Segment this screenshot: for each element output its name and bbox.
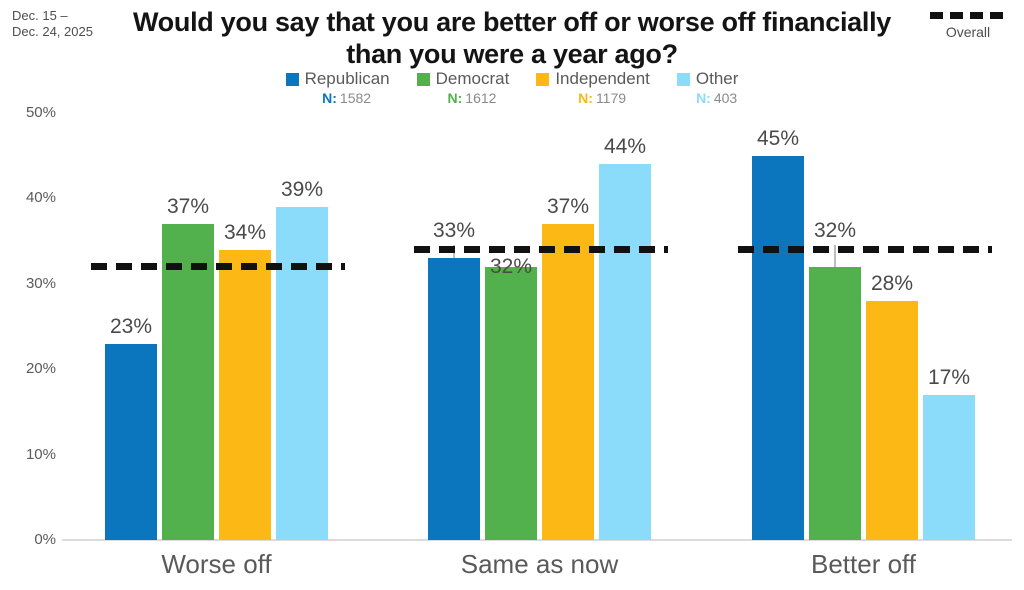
legend-item-independent: Independent N: 1179 <box>536 69 650 106</box>
legend-label-republican: Republican <box>304 69 390 88</box>
bar-worse-off-independent <box>219 249 271 540</box>
date-range: Dec. 15 – Dec. 24, 2025 <box>12 8 93 40</box>
republican-swatch-icon <box>285 72 299 86</box>
overall-line-better-off <box>738 246 992 254</box>
overall-line-same-as-now <box>414 246 668 254</box>
overall-legend-label: Overall <box>945 24 991 40</box>
category-label-same-as-now: Same as now <box>460 549 619 579</box>
chart-title: Would you say that you are better off or… <box>0 6 1024 70</box>
x-axis-line <box>62 539 1012 541</box>
category-label-better-off: Better off <box>810 549 917 579</box>
legend-entry-independent: Independent <box>536 69 650 89</box>
label-leader-better-off-democrat <box>834 245 836 267</box>
legend-item-republican: Republican N: 1582 <box>285 69 390 106</box>
y-axis-tick-10: 10% <box>25 445 56 463</box>
legend-item-other: Other N: 403 <box>676 69 739 106</box>
independent-swatch-icon <box>536 72 550 86</box>
value-label-worse-off-democrat: 37% <box>166 195 210 219</box>
n-prefix-democrat: N: <box>447 90 463 106</box>
chart-title-line2: than you were a year ago? <box>346 39 678 69</box>
category-label-worse-off: Worse off <box>161 549 272 579</box>
bar-same-as-now-other <box>599 164 651 540</box>
y-axis-tick-40: 40% <box>25 189 56 207</box>
bar-same-as-now-independent <box>542 224 594 540</box>
legend-n-independent: N: 1179 <box>536 90 650 106</box>
n-value-independent: 1179 <box>595 90 627 106</box>
value-label-better-off-republican: 45% <box>756 126 800 150</box>
n-prefix-other: N: <box>696 90 711 106</box>
legend-n-republican: N: 1582 <box>286 90 390 106</box>
legend-label-other: Other <box>695 69 739 88</box>
legend-label-independent: Independent <box>555 69 650 88</box>
bar-better-off-independent <box>866 300 918 540</box>
bar-same-as-now-democrat <box>485 266 537 540</box>
n-prefix-independent: N: <box>578 90 593 106</box>
chart-title-line1: Would you say that you are better off or… <box>132 7 892 37</box>
n-value-democrat: 1612 <box>465 90 497 106</box>
value-label-same-as-now-republican: 33% <box>432 219 476 243</box>
legend-n-democrat: N: 1612 <box>417 90 510 106</box>
overall-legend: Overall <box>926 12 1010 40</box>
overall-dashed-line-icon <box>930 12 1006 19</box>
bar-worse-off-other <box>276 206 328 540</box>
y-axis-tick-30: 30% <box>25 274 56 292</box>
value-label-worse-off-other: 39% <box>280 177 324 201</box>
y-axis-tick-0: 0% <box>34 531 56 548</box>
bar-better-off-republican <box>752 155 804 540</box>
bar-better-off-democrat <box>809 266 861 540</box>
n-value-republican: 1582 <box>339 90 372 106</box>
n-prefix-republican: N: <box>322 90 337 106</box>
series-legend: Republican N: 1582 Democrat N: 1612 Independen… <box>0 69 1024 106</box>
value-label-same-as-now-other: 44% <box>603 135 647 159</box>
legend-n-other: N: 403 <box>677 90 739 106</box>
legend-entry-republican: Republican <box>285 69 390 89</box>
y-axis-tick-20: 20% <box>25 360 56 378</box>
value-label-same-as-now-democrat: 32% <box>489 255 533 279</box>
overall-line-worse-off <box>91 263 345 271</box>
legend-label-democrat: Democrat <box>435 69 510 88</box>
y-axis-tick-50: 50% <box>25 104 56 121</box>
date-range-line2: Dec. 24, 2025 <box>12 24 93 39</box>
bar-worse-off-democrat <box>162 224 214 540</box>
date-range-line1: Dec. 15 – <box>12 8 68 23</box>
legend-item-democrat: Democrat N: 1612 <box>416 69 510 106</box>
other-swatch-icon <box>676 72 690 86</box>
bar-same-as-now-republican <box>428 258 480 540</box>
value-label-worse-off-independent: 34% <box>223 220 267 244</box>
bar-better-off-other <box>923 394 975 540</box>
value-label-better-off-other: 17% <box>927 365 971 389</box>
democrat-swatch-icon <box>416 72 430 86</box>
value-label-same-as-now-independent: 37% <box>546 195 590 219</box>
legend-entry-democrat: Democrat <box>416 69 510 89</box>
value-label-better-off-independent: 28% <box>870 271 914 295</box>
n-value-other: 403 <box>713 90 738 106</box>
bar-worse-off-republican <box>105 343 157 540</box>
value-label-worse-off-republican: 23% <box>109 314 153 338</box>
value-label-better-off-democrat: 32% <box>813 219 857 243</box>
legend-entry-other: Other <box>676 69 739 89</box>
